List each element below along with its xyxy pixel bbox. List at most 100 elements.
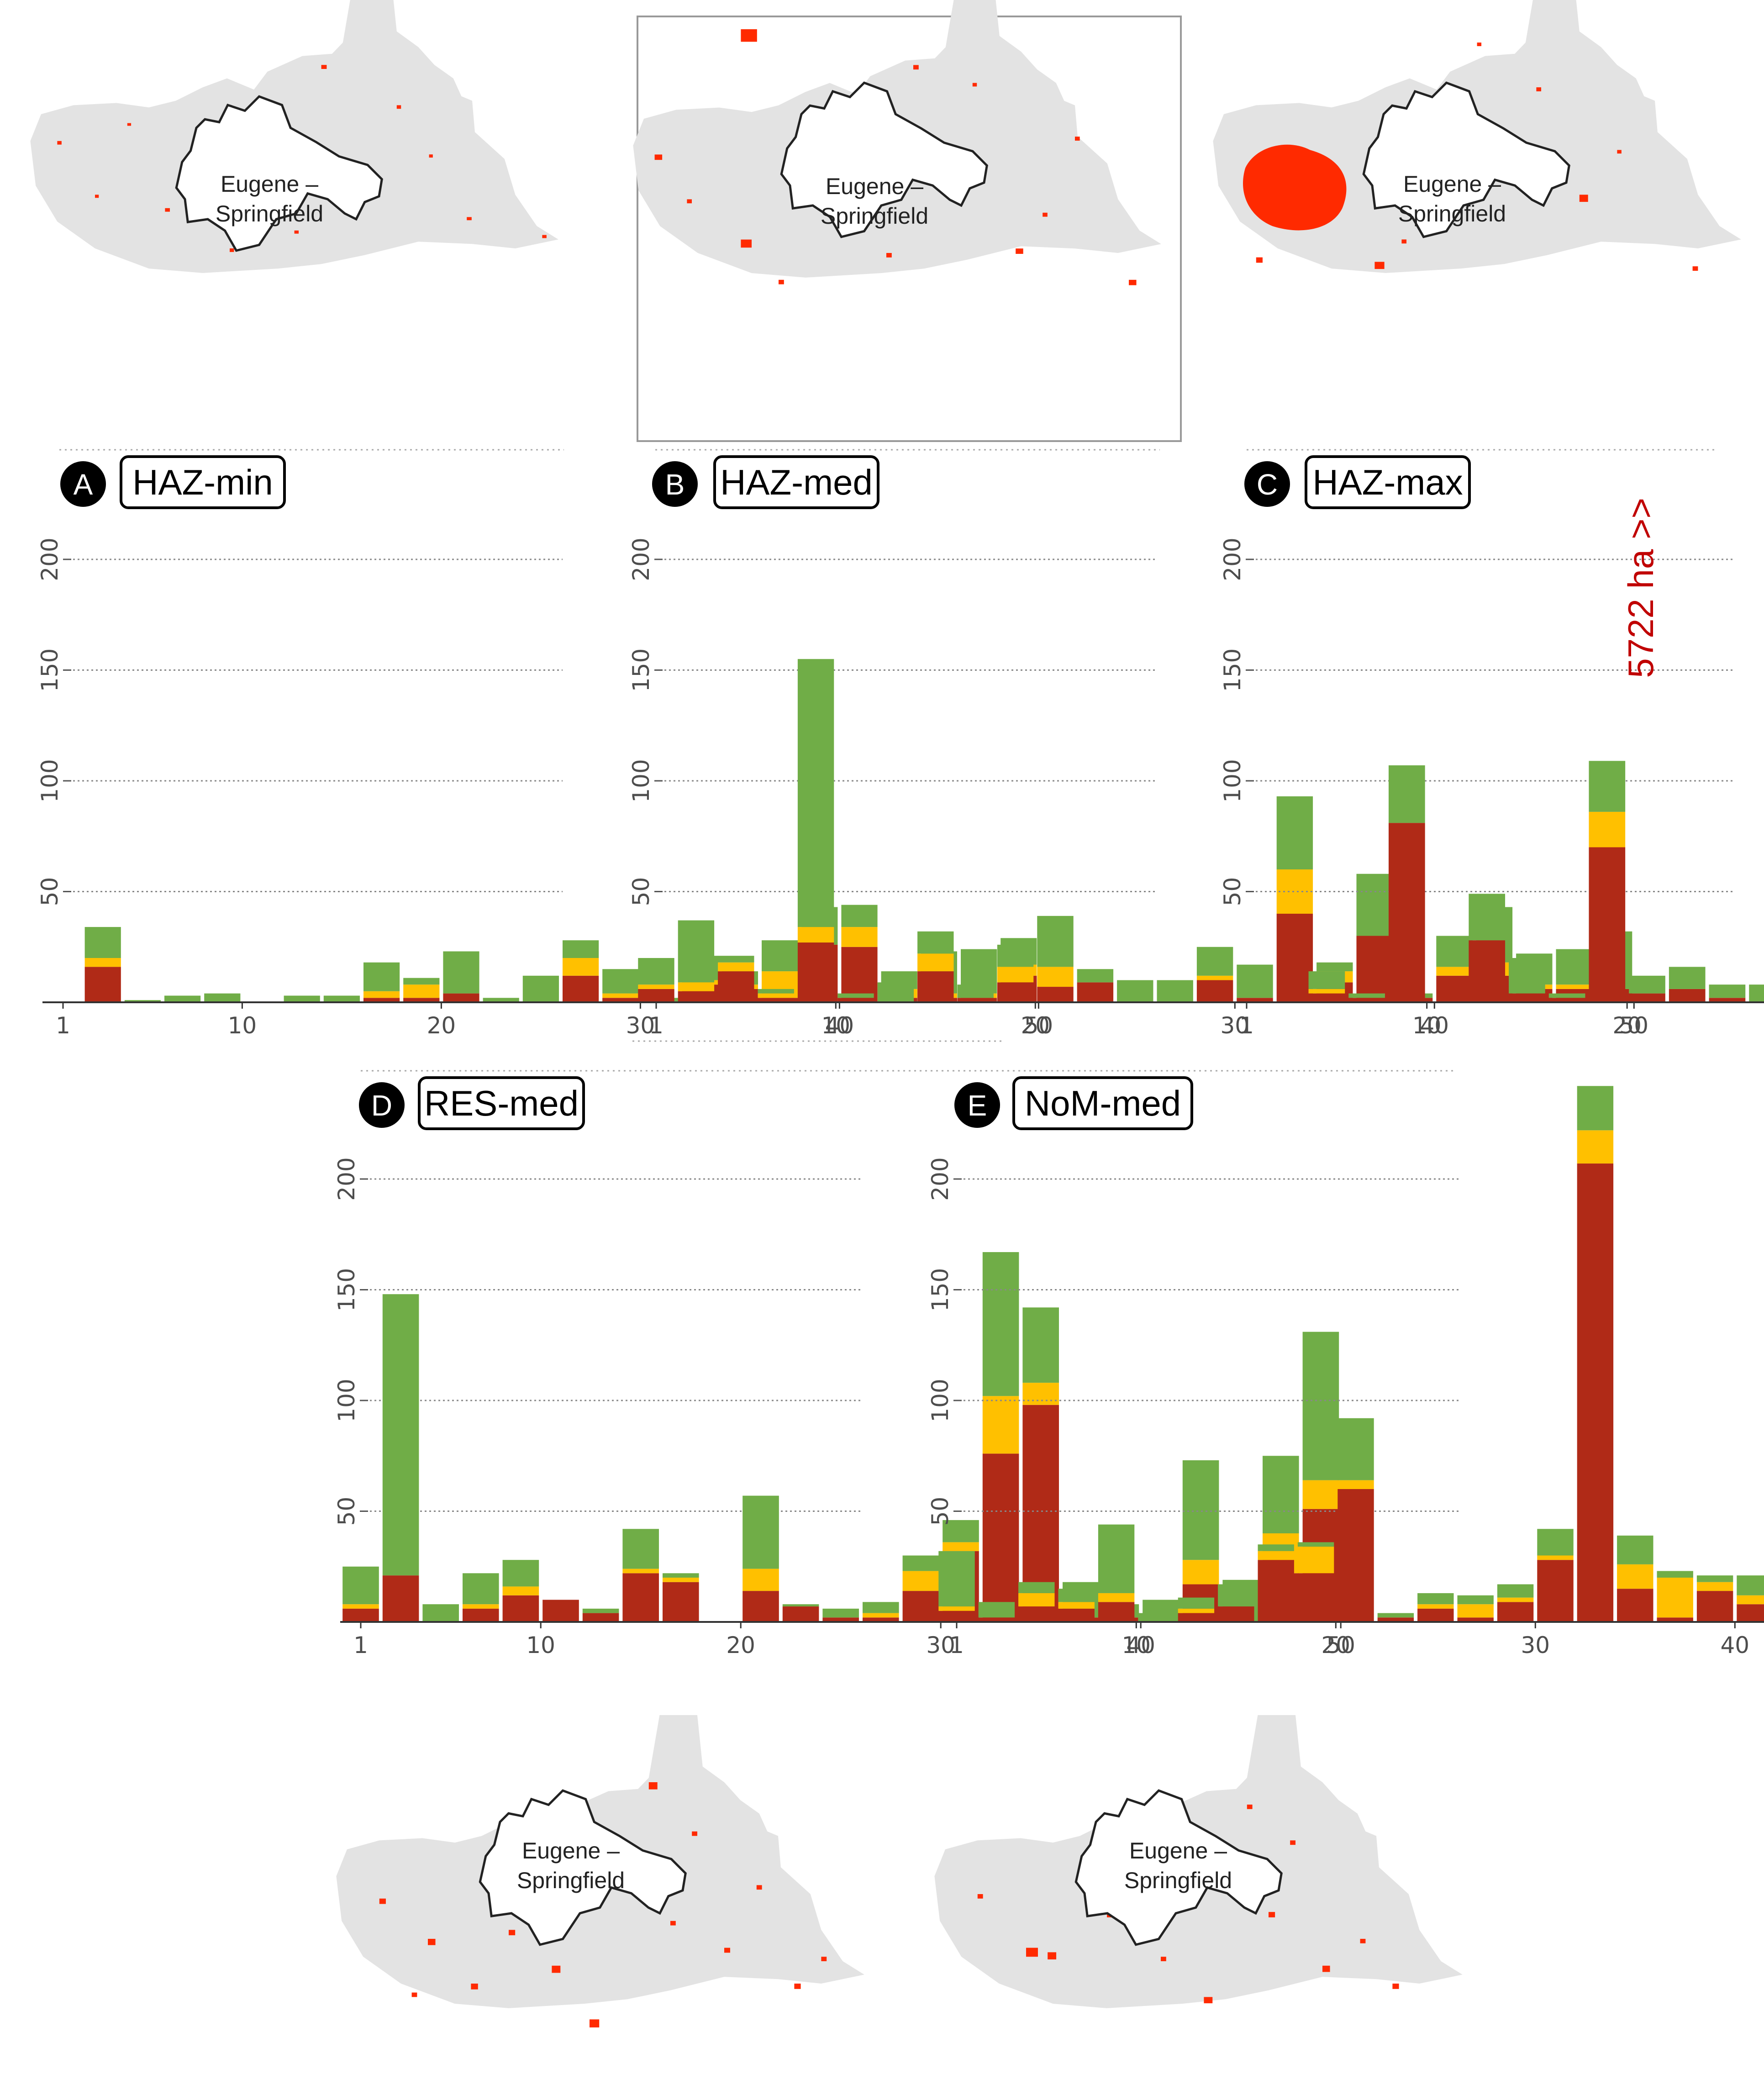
bar-segment-red	[1058, 1608, 1095, 1622]
bar-segment-green	[1316, 962, 1353, 972]
bar-segment-green	[1457, 1595, 1494, 1605]
bar-segment-green	[582, 1608, 619, 1613]
bar-segment-green	[1337, 1418, 1374, 1480]
map-haz-max	[1213, 0, 1741, 273]
bar-segment-red	[1077, 982, 1114, 1002]
bar-segment-yellow	[1178, 1608, 1215, 1613]
bar-segment-red	[758, 998, 794, 1002]
bar-segment-green	[902, 1555, 939, 1571]
panel-title: HAZ-med	[720, 462, 873, 502]
bar-segment-red	[638, 989, 674, 1002]
x-tick-label: 20	[1612, 1012, 1642, 1039]
bar-segment-green	[877, 982, 914, 1002]
y-tick-label: 200	[927, 1157, 953, 1200]
x-tick-label: 10	[1122, 1632, 1151, 1658]
bar-segment-red	[363, 998, 400, 1002]
x-tick-label: 1	[353, 1632, 368, 1658]
x-tick-label: 30	[1220, 1012, 1249, 1039]
bar-segment-red	[982, 1453, 1019, 1622]
bar-segment-green	[1297, 1542, 1334, 1547]
bar-segment-green	[782, 1604, 819, 1607]
x-tick-label: 20	[726, 1632, 755, 1658]
bar-segment-yellow	[1037, 967, 1074, 987]
bar-segment-red	[917, 971, 954, 1002]
bar-segment-green	[1237, 964, 1273, 998]
map-haz-med	[633, 0, 1161, 285]
bar-segment-yellow	[1657, 1578, 1693, 1618]
bar-segment-green	[1182, 1460, 1219, 1560]
bar-segment-green	[1157, 980, 1193, 1002]
x-tick-label: 40	[1126, 1632, 1155, 1658]
bar-segment-green	[1657, 1571, 1693, 1578]
bar-segment-red	[582, 1613, 619, 1622]
bar-segment-yellow	[1196, 975, 1233, 980]
x-tick-label: 30	[1521, 1632, 1550, 1658]
bar-segment-yellow	[943, 1542, 979, 1551]
bar-segment-red	[1696, 1591, 1733, 1622]
bar-segment-yellow	[718, 962, 754, 972]
bar-segment-green	[342, 1566, 379, 1605]
panel-badge-letter: C	[1257, 468, 1278, 501]
bar-segment-yellow	[502, 1586, 539, 1595]
bar-segment-green	[1629, 975, 1665, 994]
x-tick-label: 1	[56, 1012, 70, 1039]
bar-segment-green	[758, 989, 794, 994]
bar-segment-green	[1138, 1613, 1174, 1622]
bar-segment-yellow	[841, 927, 878, 947]
bar-segment-yellow	[1457, 1604, 1494, 1618]
bar-segment-green	[1577, 1086, 1614, 1131]
bar-segment-green	[822, 1608, 859, 1618]
bar-segment-yellow	[997, 967, 1034, 983]
bar-segment-green	[622, 1529, 659, 1569]
city-label-line2: Springfield	[821, 203, 928, 229]
x-tick-label: 1	[1239, 1012, 1254, 1039]
bar-segment-yellow	[938, 1606, 975, 1611]
city-label-line1: Eugene –	[1403, 171, 1501, 197]
city-label-line2: Springfield	[1124, 1868, 1232, 1893]
bar-segment-green	[1218, 1584, 1254, 1607]
bar-segment-red	[382, 1575, 419, 1622]
bar-segment-green	[917, 931, 954, 954]
y-tick-label: 50	[927, 1497, 953, 1526]
bar-segment-green	[1308, 971, 1345, 989]
bar-segment-red	[1548, 998, 1585, 1002]
panel-title: RES-med	[424, 1083, 579, 1123]
x-tick-label: 40	[825, 1012, 854, 1039]
panel-title-box	[1305, 455, 1471, 509]
bar-segment-yellow	[678, 982, 715, 991]
bar-segment-green	[997, 944, 1034, 967]
bar-segment-yellow	[1182, 1560, 1219, 1584]
bar-segment-green	[742, 1495, 779, 1569]
bar-segment-green	[1348, 993, 1385, 998]
chart-E: 5010015020011020304050ENoM-med	[927, 1076, 1764, 1658]
x-tick-label: 40	[1720, 1632, 1749, 1658]
panel-badge	[652, 461, 698, 507]
bar-segment-yellow	[1018, 1593, 1055, 1607]
bar-segment-green	[1276, 796, 1313, 869]
bar-segment-green	[363, 962, 400, 991]
bar-segment-red	[1537, 1560, 1574, 1622]
bar-segment-yellow	[1297, 1547, 1334, 1574]
panel-title: HAZ-min	[132, 462, 273, 502]
city-label-line2: Springfield	[517, 1868, 625, 1893]
bar-segment-green	[1749, 984, 1764, 1002]
bar-segment-red	[403, 998, 440, 1002]
map-patches	[379, 1782, 827, 2028]
bar-segment-red	[978, 1617, 1015, 1622]
y-tick-label: 100	[1219, 759, 1246, 802]
y-tick-label: 200	[37, 537, 63, 581]
bar-segment-green	[1617, 1535, 1653, 1564]
bar-segment-red	[563, 975, 599, 1002]
x-tick-label: 50	[1619, 1012, 1648, 1039]
city-label-line2: Springfield	[1398, 201, 1506, 226]
bar-segment-red	[742, 1591, 779, 1622]
bar-segment-green	[1388, 765, 1425, 823]
x-tick-label: 10	[228, 1012, 257, 1039]
map-patches	[1243, 42, 1698, 271]
bar-segment-green	[1469, 894, 1506, 941]
bar-segment-red	[1737, 1604, 1764, 1622]
bar-segment-green	[522, 975, 559, 1002]
y-tick-label: 50	[333, 1497, 360, 1526]
panel-title-box	[418, 1076, 585, 1130]
